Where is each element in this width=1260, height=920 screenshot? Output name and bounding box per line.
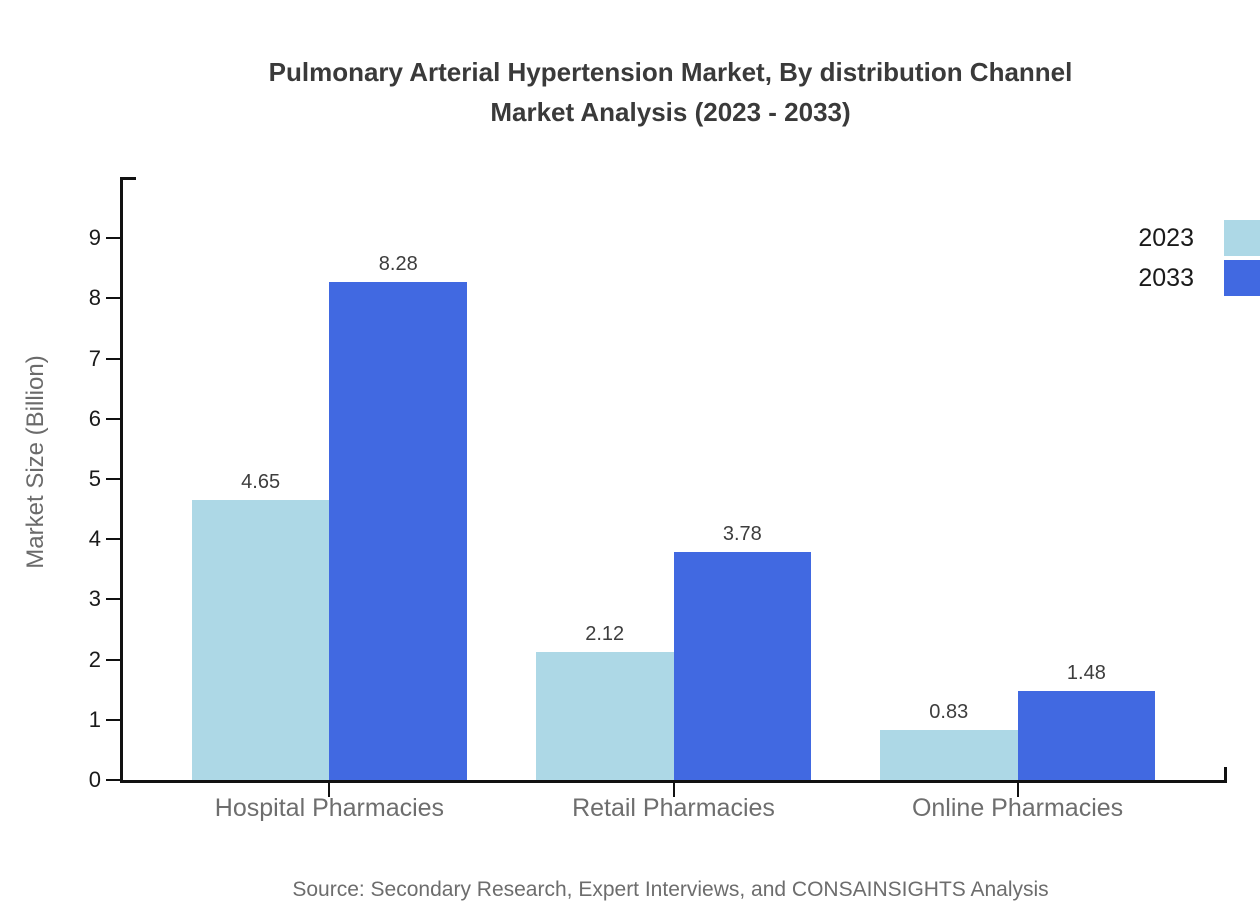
y-tick — [106, 779, 120, 781]
y-tick — [106, 237, 120, 240]
legend: 2023 2033 — [1138, 220, 1260, 300]
bar-2023-online-pharmacies — [879, 730, 1018, 780]
category-label-online-pharmacies: Online Pharmacies — [911, 794, 1124, 822]
y-tick-label: 6 — [88, 405, 101, 431]
bar-value-label: 4.65 — [241, 471, 281, 494]
bar-value-label: 0.83 — [929, 701, 969, 724]
category-label-retail-pharmacies: Retail Pharmacies — [572, 794, 775, 822]
legend-label: 2023 — [1138, 223, 1194, 252]
x-tick — [672, 783, 675, 797]
y-tick-label: 5 — [88, 466, 101, 491]
bar-2023-hospital-pharmacies — [191, 500, 330, 780]
y-tick-label: 0 — [88, 767, 101, 792]
bar-2033-online-pharmacies — [1017, 690, 1156, 780]
chart-title-line2: Market Analysis (2023 - 2033) — [490, 97, 851, 127]
y-tick — [106, 598, 120, 601]
y-tick — [106, 297, 120, 300]
y-tick-label: 7 — [88, 345, 101, 371]
y-tick — [106, 538, 120, 541]
y-tick-label: 3 — [88, 586, 101, 612]
legend-swatch-2023 — [1224, 220, 1260, 256]
y-tick — [106, 658, 120, 661]
legend-item-2023: 2023 — [1138, 220, 1260, 256]
y-tick-label: 1 — [88, 706, 101, 732]
legend-swatch-2033 — [1224, 260, 1260, 296]
x-tick — [328, 783, 331, 797]
y-axis-title: Market Size (Billion) — [22, 355, 49, 569]
legend-label: 2033 — [1138, 263, 1194, 292]
chart-title: Pulmonary Arterial Hypertension Market, … — [120, 52, 1221, 132]
x-axis-end-cap — [1224, 767, 1227, 783]
bar-value-label: 8.28 — [378, 252, 418, 275]
plot-area: 0 1 2 3 4 5 6 7 8 9 Hospital Pharmacies Retail Phar… — [89, 177, 1227, 822]
y-tick-label: 4 — [88, 526, 101, 552]
bar-2033-hospital-pharmacies — [329, 281, 468, 780]
chart-title-line1: Pulmonary Arterial Hypertension Market, … — [268, 57, 1073, 87]
y-tick-label: 2 — [88, 646, 101, 672]
bar-2033-retail-pharmacies — [673, 552, 812, 780]
bar-value-label: 1.48 — [1066, 661, 1106, 684]
y-tick — [106, 417, 120, 420]
bar-2023-retail-pharmacies — [535, 652, 674, 780]
y-tick — [106, 357, 120, 360]
x-tick — [1016, 783, 1019, 797]
bar-value-label: 2.12 — [585, 623, 625, 646]
category-label-hospital-pharmacies: Hospital Pharmacies — [214, 794, 445, 822]
y-tick — [106, 478, 120, 480]
y-tick-label: 9 — [88, 225, 101, 251]
bar-value-label: 3.78 — [722, 523, 762, 546]
y-tick-label: 8 — [88, 285, 101, 311]
y-tick — [106, 718, 120, 721]
y-axis-end-cap — [120, 177, 136, 180]
source-note: Source: Secondary Research, Expert Inter… — [292, 878, 1049, 901]
legend-item-2033: 2033 — [1138, 260, 1260, 296]
